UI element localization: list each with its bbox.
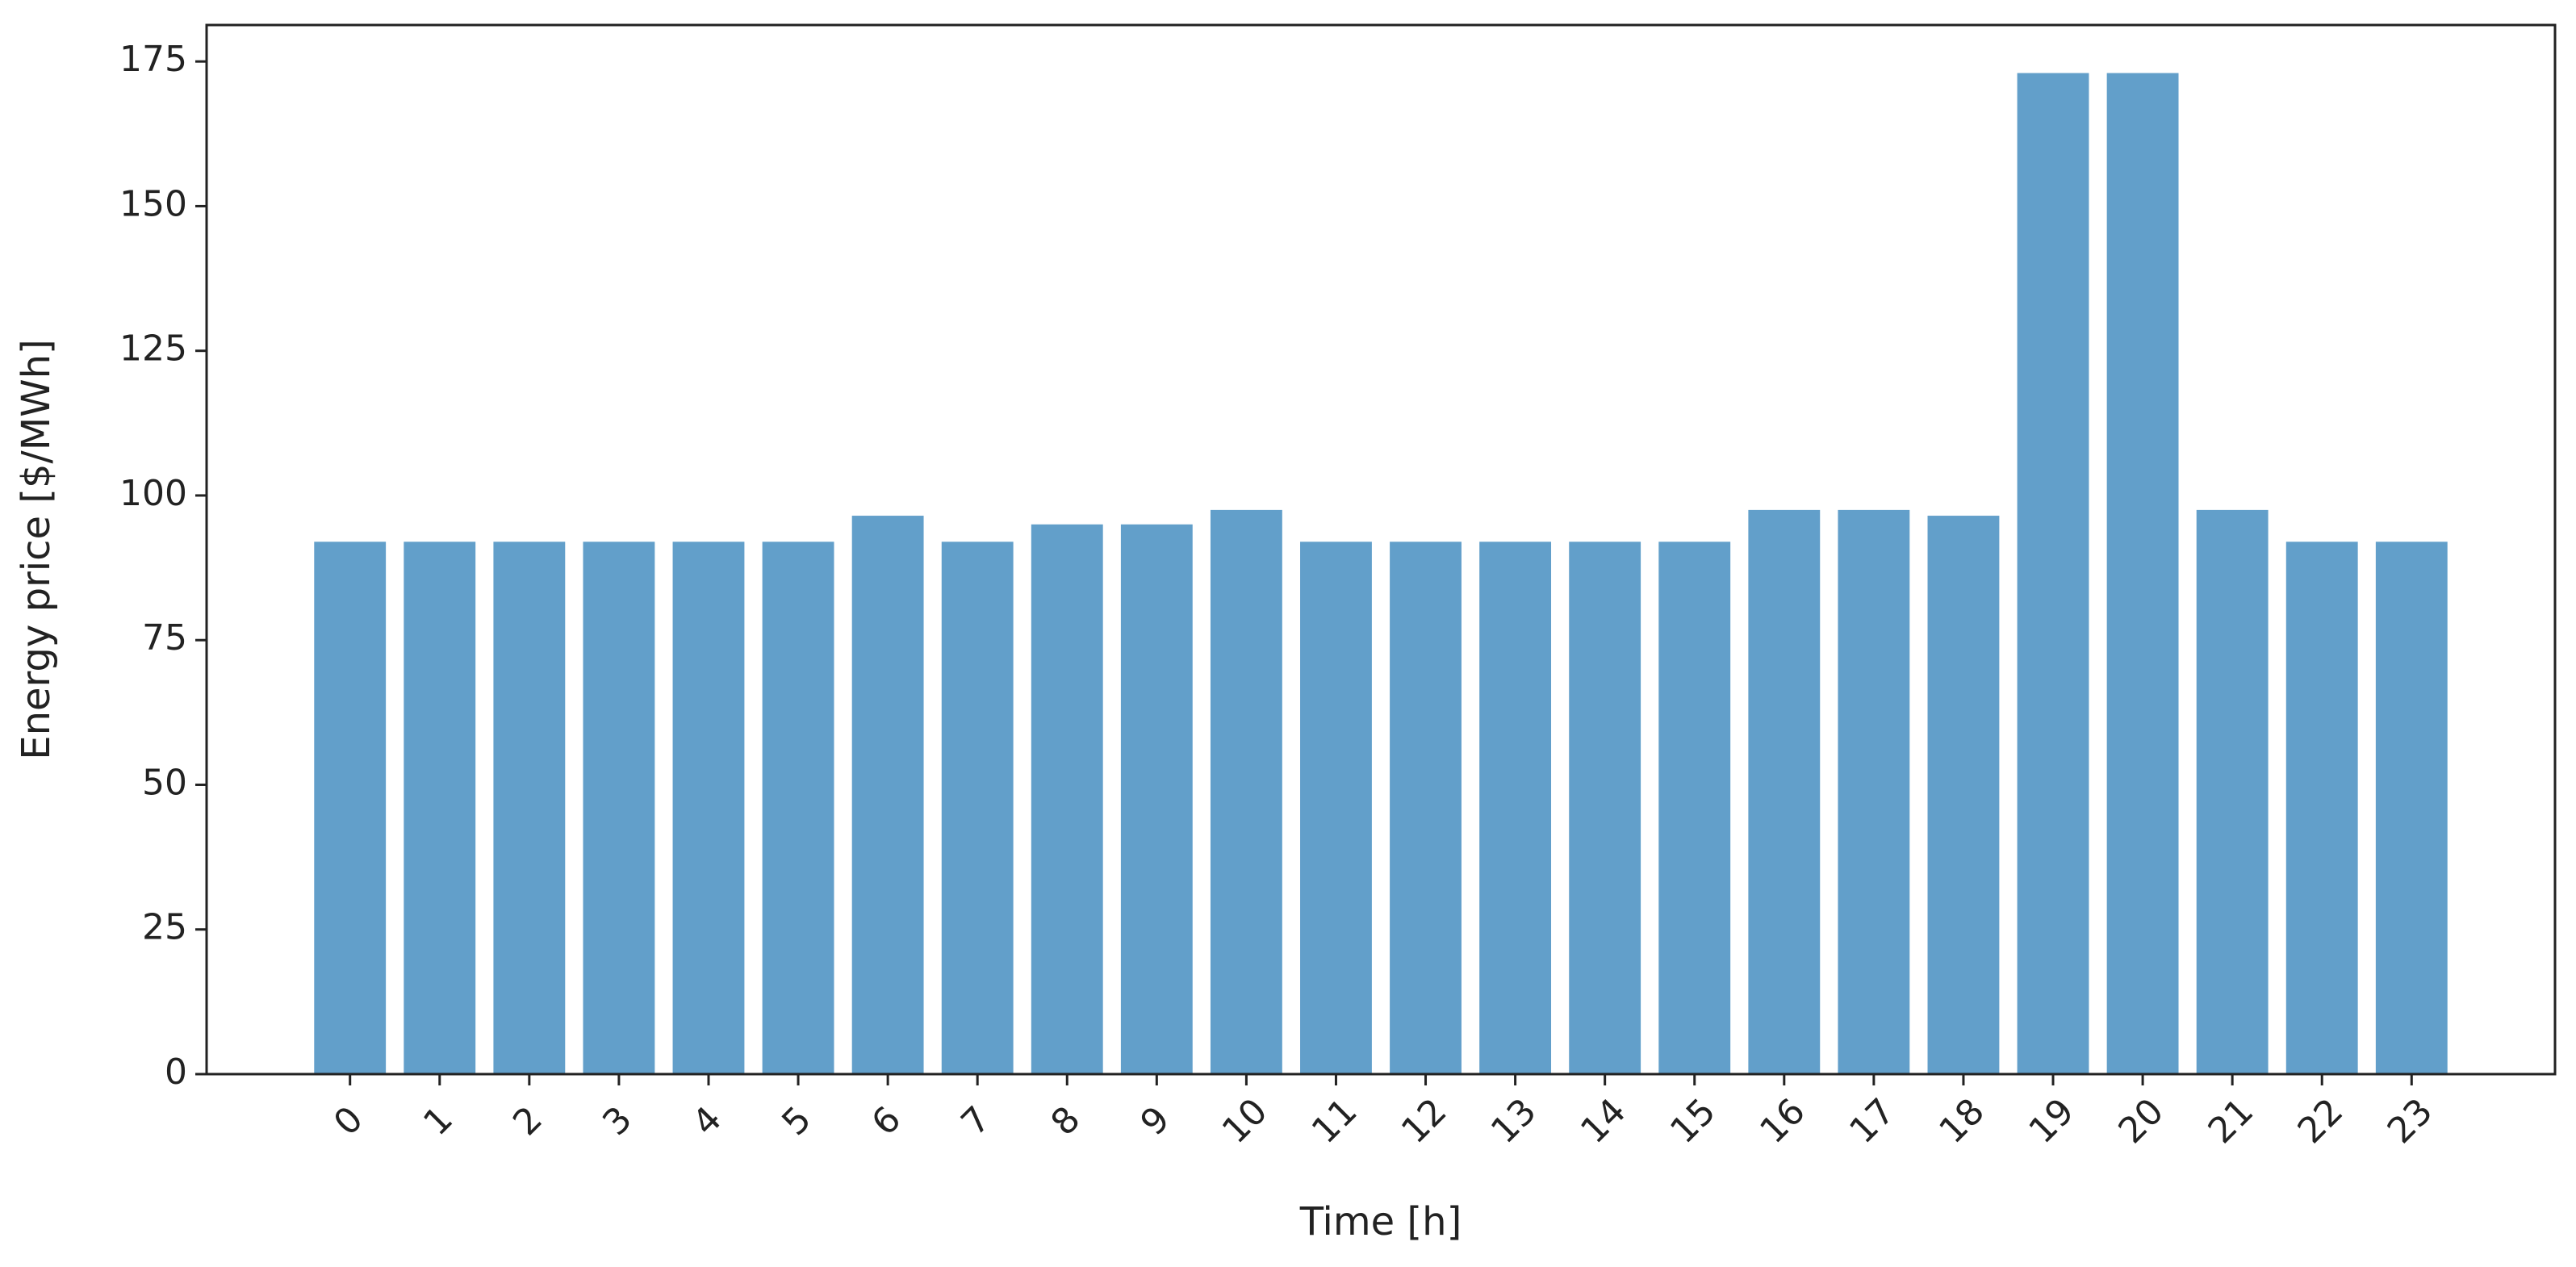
x-tick-label: 5	[774, 1098, 819, 1144]
bar	[1658, 542, 1731, 1074]
x-tick-label: 20	[2110, 1090, 2172, 1152]
bar	[851, 516, 924, 1074]
bar	[493, 542, 566, 1074]
bar	[404, 542, 476, 1074]
plot-frame	[205, 23, 2557, 1076]
x-axis-label: Time [h]	[1299, 1199, 1462, 1244]
x-tick-label: 16	[1752, 1090, 1813, 1152]
bar	[2196, 509, 2269, 1074]
y-tick-label: 125	[119, 328, 187, 370]
x-tick-label: 8	[1043, 1098, 1089, 1144]
bar	[2106, 73, 2179, 1074]
bar	[1300, 542, 1372, 1074]
y-tick-label: 0	[165, 1052, 187, 1093]
bar	[1031, 524, 1103, 1074]
x-tick-label: 9	[1133, 1098, 1178, 1144]
x-tick-label: 14	[1573, 1090, 1634, 1152]
x-tick-label: 19	[2021, 1090, 2082, 1152]
bar	[1390, 542, 1462, 1074]
y-tick-label: 175	[119, 39, 187, 80]
y-tick-label: 25	[142, 907, 187, 948]
x-tick-label: 22	[2290, 1090, 2352, 1152]
x-tick-label: 13	[1483, 1090, 1545, 1152]
bar	[1569, 542, 1641, 1074]
x-tick-label: 7	[953, 1098, 998, 1144]
y-tick-label: 100	[119, 473, 187, 514]
y-tick-label: 75	[142, 617, 187, 659]
x-tick-label: 0	[326, 1098, 371, 1144]
y-tick-label: 150	[119, 183, 187, 224]
x-tick-label: 11	[1304, 1090, 1365, 1152]
bar	[2375, 542, 2448, 1074]
bar	[1838, 509, 1910, 1074]
bar	[2017, 73, 2089, 1074]
bar	[583, 542, 655, 1074]
x-tick-label: 18	[1931, 1090, 1993, 1152]
bar	[1120, 524, 1193, 1074]
bar	[672, 542, 745, 1074]
y-axis-label: Energy price [$/MWh]	[14, 339, 59, 759]
bar	[1748, 509, 1821, 1074]
x-tick-label: 23	[2380, 1090, 2441, 1152]
x-tick-label: 21	[2201, 1090, 2262, 1152]
bar	[762, 542, 834, 1074]
bar	[941, 542, 1014, 1074]
bar	[1479, 542, 1552, 1074]
bar	[2285, 542, 2358, 1074]
x-tick-label: 6	[864, 1098, 909, 1144]
bar	[1927, 516, 2000, 1074]
y-tick-label: 50	[142, 762, 187, 803]
x-tick-label: 17	[1842, 1090, 1903, 1152]
bar	[314, 542, 387, 1074]
bar	[1210, 509, 1282, 1074]
x-tick-label: 3	[595, 1098, 640, 1144]
x-tick-label: 2	[505, 1098, 550, 1144]
x-tick-label: 10	[1215, 1090, 1276, 1152]
x-tick-label: 1	[416, 1098, 461, 1144]
x-tick-label: 12	[1394, 1090, 1455, 1152]
x-tick-label: 15	[1662, 1090, 1724, 1152]
x-tick-label: 4	[684, 1098, 730, 1144]
